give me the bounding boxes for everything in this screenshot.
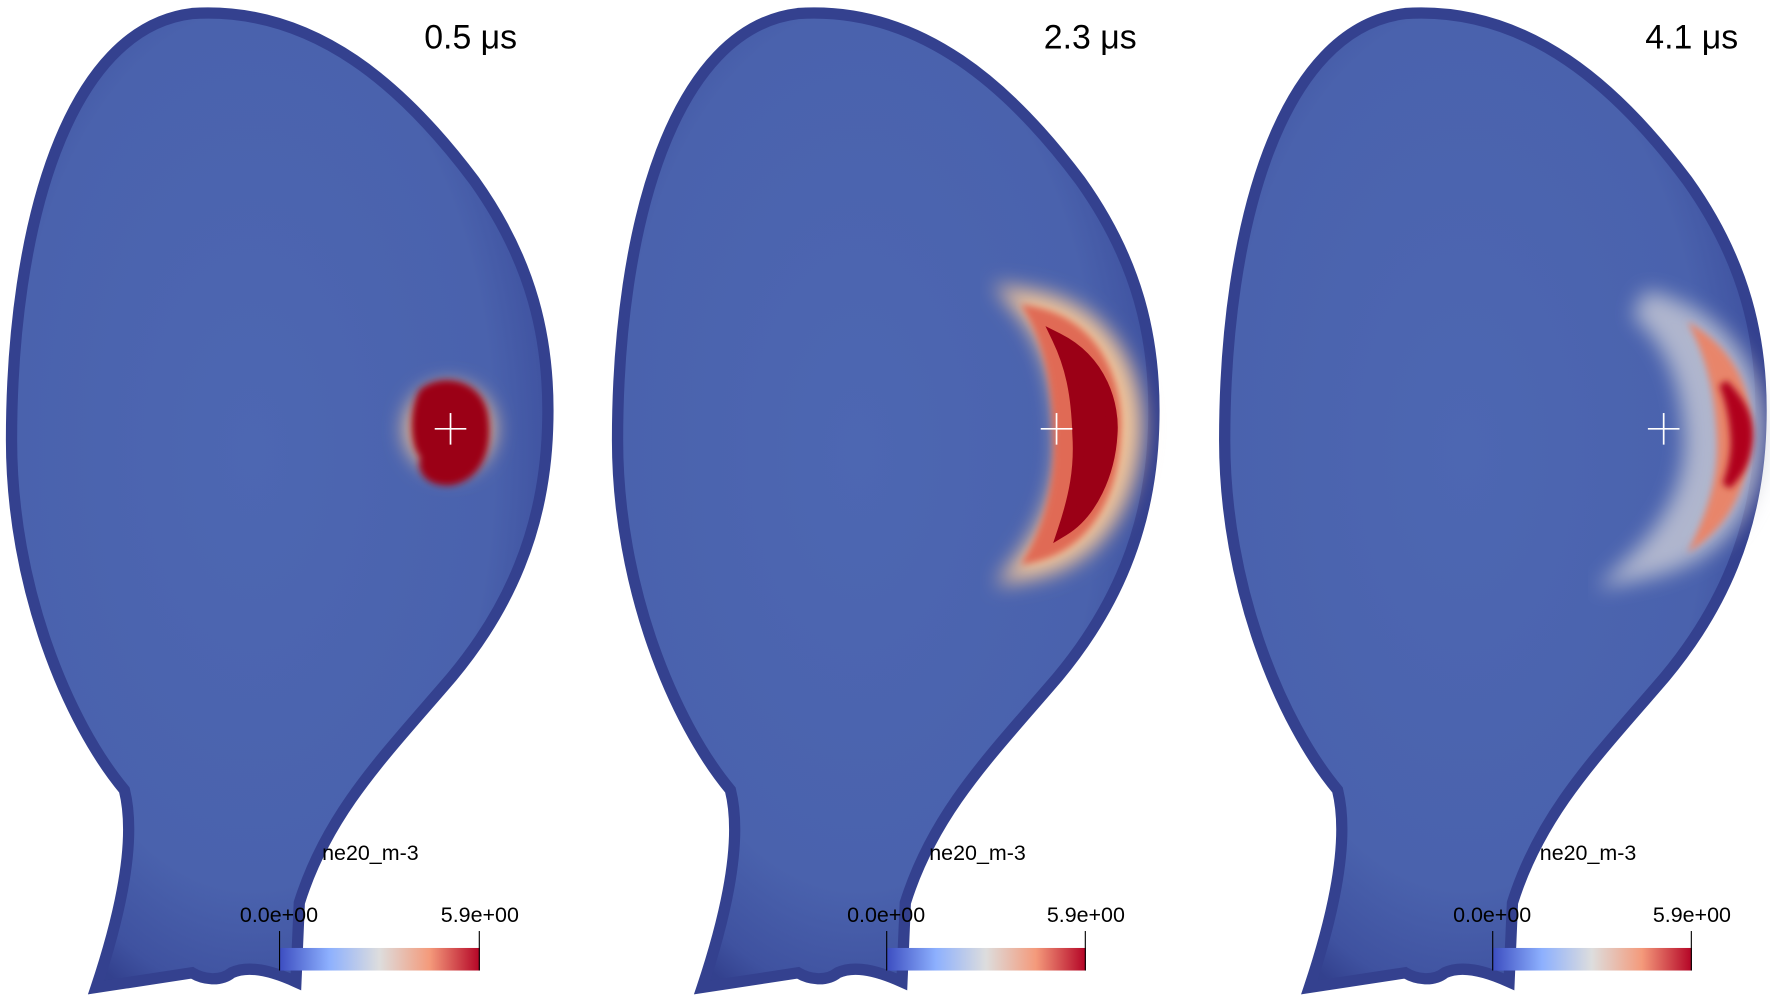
colorbar-min: 0.0e+00 xyxy=(847,903,925,927)
colorbar-title: ne20_m-3 xyxy=(1540,841,1637,865)
colorbar-max: 5.9e+00 xyxy=(1653,903,1731,927)
density-crescent xyxy=(1045,326,1118,544)
time-label: 2.3 μs xyxy=(1044,19,1137,57)
density-crescent xyxy=(1719,380,1754,489)
panel: 4.1 μs ne20_m-3 0.0e+00 5.9e+00 xyxy=(1225,13,1761,987)
crosshair xyxy=(1040,413,1073,445)
colorbar-min: 0.0e+00 xyxy=(1453,903,1531,927)
colorbar-min: 0.0e+00 xyxy=(240,903,318,927)
time-label: 0.5 μs xyxy=(424,19,517,57)
crosshair xyxy=(1647,413,1680,445)
colorbar xyxy=(278,947,480,971)
time-label: 4.1 μs xyxy=(1645,19,1738,57)
crosshair xyxy=(434,413,467,445)
panel: 0.5 μs ne20_m-3 0.0e+00 5.9e+00 xyxy=(12,13,548,987)
colorbar-max: 5.9e+00 xyxy=(441,903,519,927)
colorbar-max: 5.9e+00 xyxy=(1047,903,1125,927)
colorbar xyxy=(1492,947,1692,971)
density-rim xyxy=(1687,321,1751,553)
colorbar-title: ne20_m-3 xyxy=(322,841,419,865)
colorbar xyxy=(886,947,1086,971)
plasma-cross-section xyxy=(12,13,548,987)
panel: 2.3 μs ne20_m-3 0.0e+00 5.9e+00 xyxy=(618,13,1154,987)
colorbar-title: ne20_m-3 xyxy=(929,841,1026,865)
